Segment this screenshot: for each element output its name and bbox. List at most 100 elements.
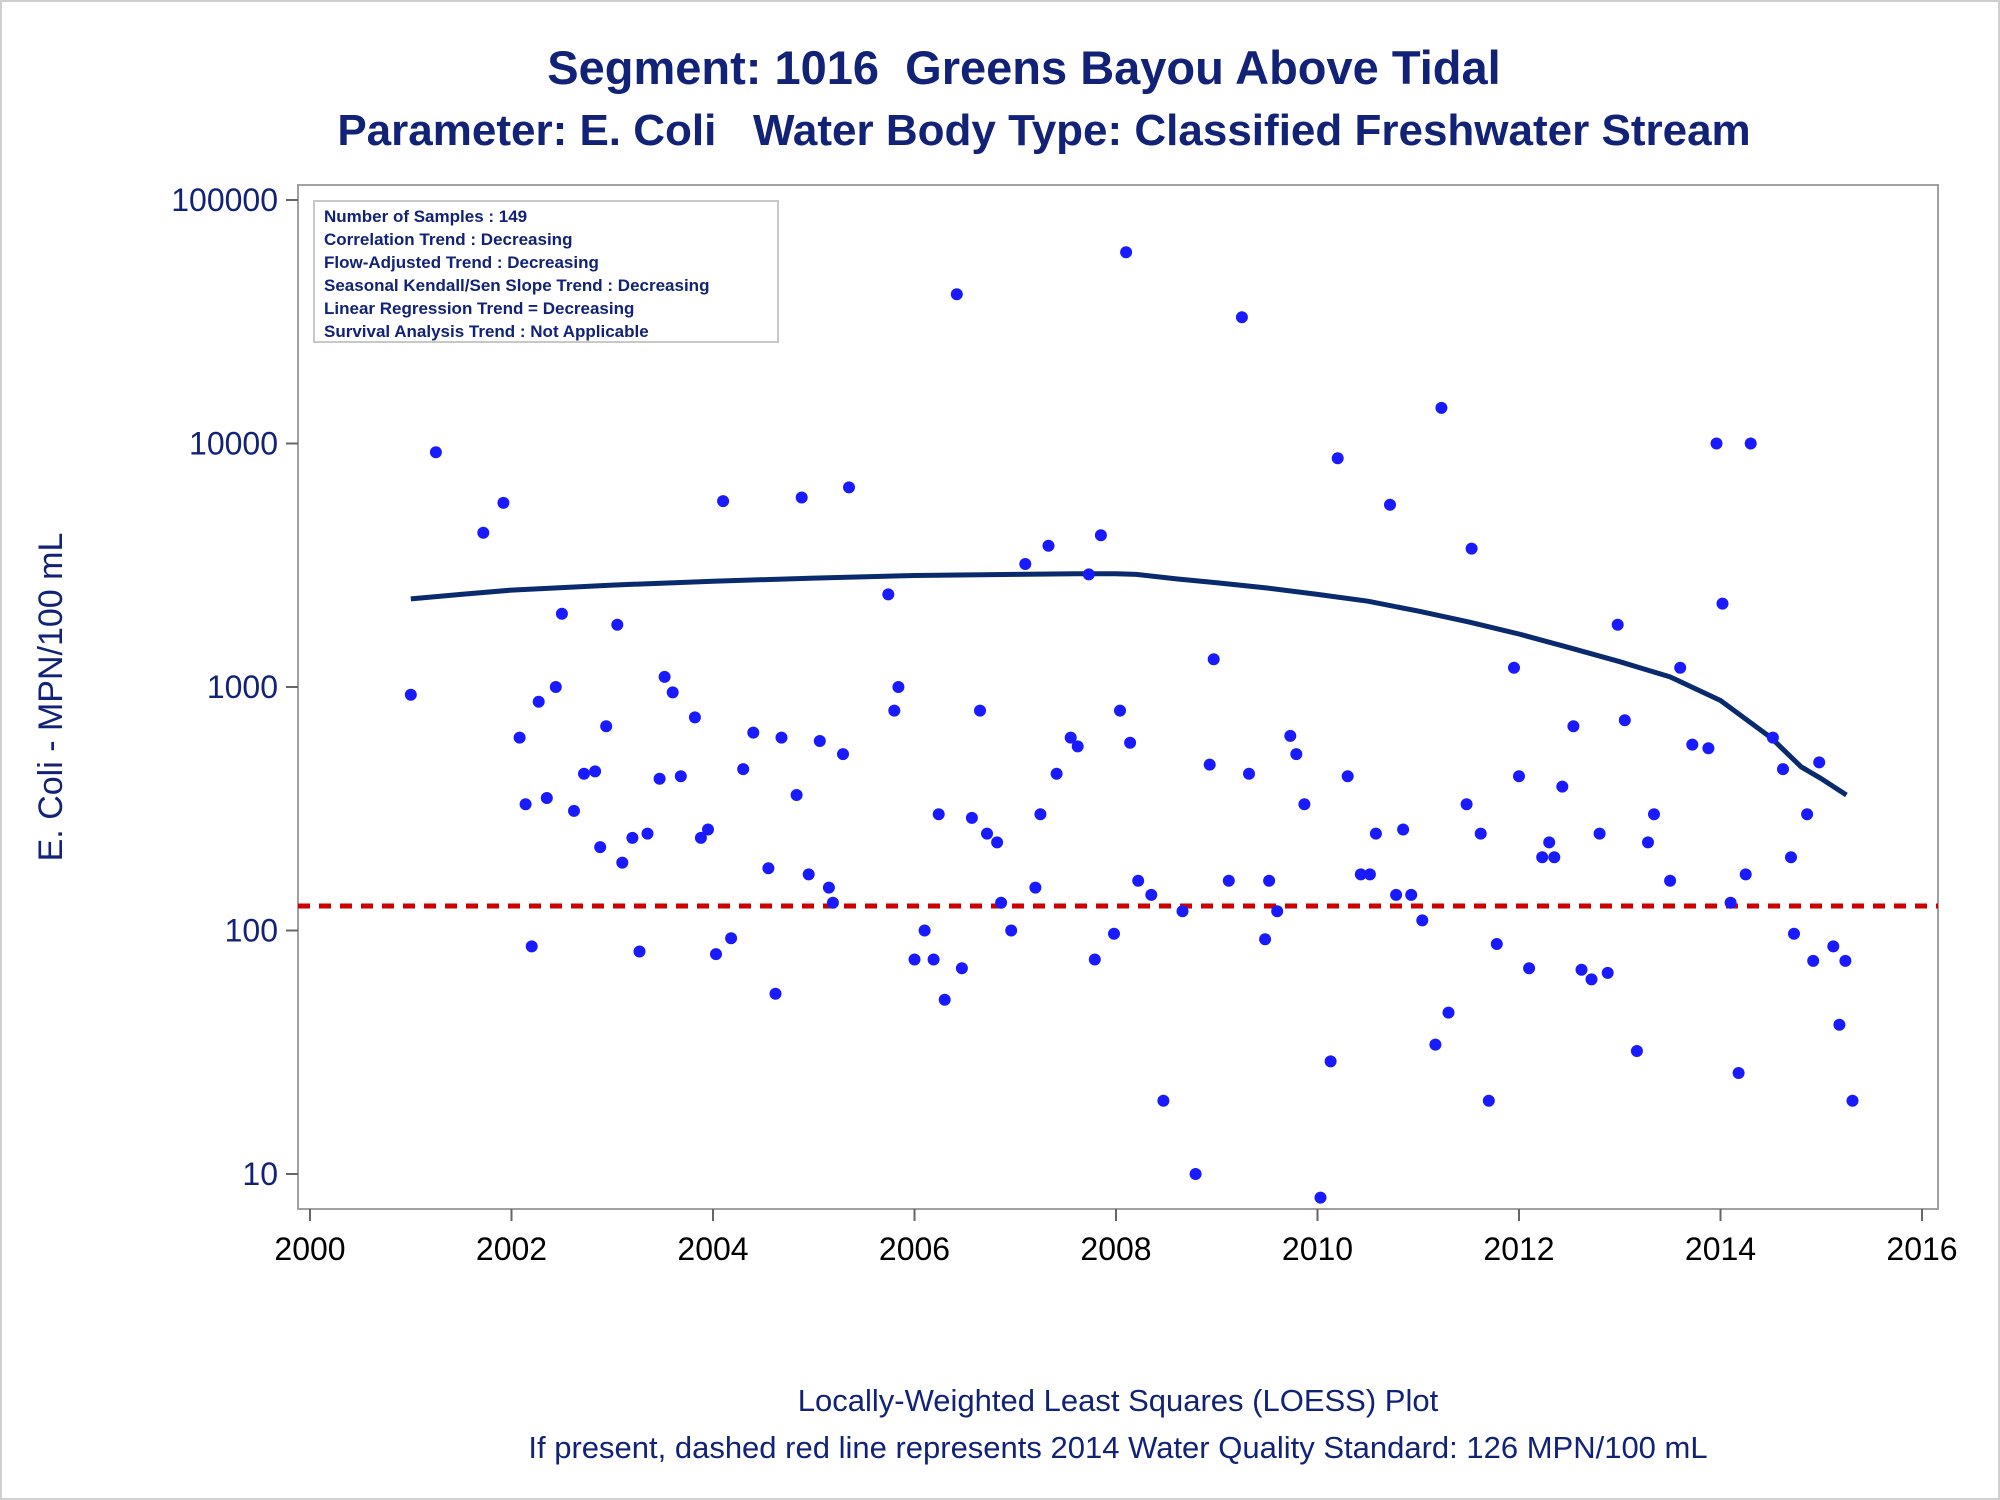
plot-area [297, 184, 1939, 1210]
y-tick-label: 10000 [189, 426, 278, 462]
data-point [429, 446, 442, 459]
data-point [1120, 246, 1133, 259]
data-point [1094, 529, 1107, 542]
data-point [1222, 874, 1235, 887]
data-point [1071, 740, 1084, 753]
data-point [1833, 1018, 1846, 1031]
data-point [950, 288, 963, 301]
loess-group [410, 571, 1848, 798]
data-point [1785, 851, 1797, 864]
data-point [1508, 661, 1520, 674]
data-point [1384, 498, 1396, 511]
chart-subtitle: Parameter: E. Coli Water Body Type: Clas… [337, 106, 1751, 155]
data-point [1290, 748, 1303, 761]
stats-line: Correlation Trend : Decreasing [324, 230, 572, 249]
data-point [955, 962, 968, 975]
x-tick-label: 2016 [1886, 1231, 1957, 1267]
data-point [1732, 1067, 1745, 1079]
data-point [888, 704, 901, 717]
data-point [1686, 738, 1699, 751]
data-point [1405, 888, 1418, 901]
data-point [477, 526, 490, 539]
y-tick-label: 100000 [171, 182, 278, 218]
data-point [995, 896, 1008, 909]
data-point [1664, 874, 1677, 887]
data-point [1324, 1055, 1337, 1068]
data-point [892, 681, 905, 693]
data-point [1124, 736, 1137, 749]
data-point [927, 953, 940, 966]
data-point [813, 735, 826, 747]
data-point [1034, 808, 1047, 821]
stats-line: Seasonal Kendall/Sen Slope Trend : Decre… [324, 276, 709, 295]
data-point [1203, 758, 1216, 771]
x-tick-label: 2008 [1080, 1231, 1151, 1267]
data-point [653, 772, 666, 785]
data-point [802, 868, 815, 881]
data-point [822, 881, 835, 894]
data-point [1813, 756, 1826, 769]
x-tick-label: 2004 [677, 1231, 748, 1267]
data-point [1739, 868, 1752, 881]
x-tick-label: 2010 [1282, 1231, 1353, 1267]
data-point [1618, 714, 1631, 727]
data-point [1082, 568, 1095, 581]
data-point [688, 711, 701, 724]
data-point [702, 823, 714, 836]
data-point [1263, 874, 1276, 887]
data-point [1460, 798, 1473, 811]
data-point [555, 607, 568, 620]
data-point [1298, 798, 1311, 811]
data-point [1005, 924, 1018, 937]
data-point [1397, 823, 1410, 836]
data-point [1435, 401, 1448, 414]
chart-title: Segment: 1016 Greens Bayou Above Tidal [547, 41, 1501, 94]
x-tick-label: 2014 [1685, 1231, 1756, 1267]
data-point [1042, 539, 1055, 552]
data-point [932, 808, 945, 821]
data-point [589, 765, 602, 778]
data-point [1702, 742, 1715, 755]
data-point [1019, 558, 1032, 570]
data-point [1543, 836, 1556, 849]
data-point [1846, 1094, 1859, 1107]
data-point [1567, 720, 1580, 733]
data-point [710, 948, 722, 961]
data-point [717, 495, 730, 508]
data-point [1207, 653, 1220, 666]
data-point [1050, 767, 1063, 780]
data-point [1575, 963, 1588, 976]
data-point [1331, 452, 1344, 465]
data-point [540, 792, 553, 804]
data-point [1108, 927, 1120, 940]
data-point [1642, 836, 1654, 849]
data-point [1157, 1094, 1170, 1107]
stats-line: Survival Analysis Trend : Not Applicable [324, 322, 649, 341]
data-point [674, 770, 687, 783]
data-point [519, 798, 532, 811]
data-point [974, 704, 986, 717]
data-point [1442, 1006, 1455, 1019]
data-point [1827, 940, 1840, 953]
data-point [1284, 729, 1297, 742]
data-point [737, 763, 750, 776]
data-point [497, 496, 510, 509]
data-point [769, 987, 782, 1000]
data-point [1724, 896, 1737, 909]
x-tick-label: 2012 [1483, 1231, 1554, 1267]
data-point [1556, 780, 1569, 793]
data-point [725, 932, 738, 945]
stats-line: Flow-Adjusted Trend : Decreasing [324, 253, 599, 272]
data-point [1744, 437, 1757, 450]
data-point [1341, 770, 1354, 783]
data-point [1029, 881, 1042, 894]
data-point [666, 686, 679, 699]
data-point [1674, 661, 1687, 674]
stats-line: Number of Samples : 149 [324, 207, 527, 226]
y-axis: 10 100 1000 10000 100000 [171, 182, 298, 1192]
data-point [882, 588, 895, 601]
data-point [1416, 914, 1429, 927]
footnote-standard: If present, dashed red line represents 2… [528, 1430, 1708, 1465]
data-point [1777, 763, 1789, 776]
data-point [1585, 973, 1598, 986]
